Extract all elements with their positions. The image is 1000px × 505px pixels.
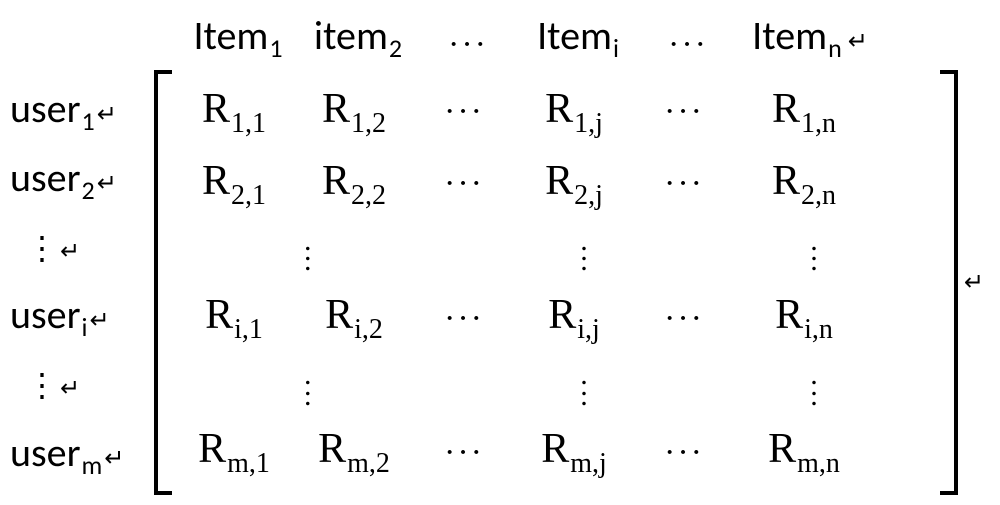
col-header-dots-1: ···	[418, 26, 518, 64]
matrix-figure: Item1 item2 ··· Itemi ··· Itemn ↵ user1↵…	[0, 0, 1000, 505]
col-header-n: Itemn ↵	[738, 11, 878, 64]
cell-2-1: R2,1	[174, 157, 294, 212]
row-header-2: user2↵	[10, 149, 152, 209]
col-header-dots-2: ···	[638, 26, 738, 64]
row-headers: user1↵ user2↵ ⋮↵ useri↵ ⋮↵ userm↵	[10, 70, 152, 495]
row-header-i: useri↵	[10, 287, 152, 347]
cell-1-j: R1,j	[514, 85, 634, 140]
cell-1-2: R1,2	[294, 85, 414, 140]
cell-m-2: Rm,2	[294, 425, 414, 480]
col-header-i: Itemi	[518, 11, 638, 64]
cell-m-j: Rm,j	[514, 425, 634, 480]
left-bracket	[152, 70, 174, 495]
matrix-grid: R1,1 R1,2 ··· R1,j ··· R1,n R2,1 R2,2 ··…	[174, 70, 938, 495]
cell-2-2: R2,2	[294, 157, 414, 212]
cell-i-2: Ri,2	[294, 291, 414, 346]
cell-m-d1: ···	[414, 434, 514, 472]
cell-m-d2: ···	[634, 434, 734, 472]
row-header-vdots-1: ⋮↵	[10, 218, 152, 278]
col-header-1: Item1	[178, 11, 298, 64]
cell-m-1: Rm,1	[174, 425, 294, 480]
matrix-row-m: Rm,1 Rm,2 ··· Rm,j ··· Rm,n	[174, 423, 938, 483]
right-bracket	[938, 70, 960, 495]
cell-1-1: R1,1	[174, 85, 294, 140]
column-headers: Item1 item2 ··· Itemi ··· Itemn ↵	[178, 10, 980, 70]
cell-2-n: R2,n	[734, 157, 874, 212]
cell-1-d1: ···	[414, 93, 514, 131]
matrix: R1,1 R1,2 ··· R1,j ··· R1,n R2,1 R2,2 ··…	[152, 70, 980, 495]
row-header-vdots-2: ⋮↵	[10, 356, 152, 416]
cell-i-n: Ri,n	[734, 291, 874, 346]
matrix-row-2: R2,1 R2,2 ··· R2,j ··· R2,n	[174, 154, 938, 214]
cell-i-1: Ri,1	[174, 291, 294, 346]
matrix-row-vdots-1: ... ... ...	[174, 226, 938, 276]
cell-1-d2: ···	[634, 93, 734, 131]
cell-2-j: R2,j	[514, 157, 634, 212]
cell-2-d1: ···	[414, 165, 514, 203]
matrix-row-i: Ri,1 Ri,2 ··· Ri,j ··· Ri,n	[174, 289, 938, 349]
row-header-m: userm↵	[10, 425, 152, 485]
matrix-row-vdots-2: ... ... ...	[174, 361, 938, 411]
col-header-2: item2	[298, 11, 418, 64]
cell-i-d2: ···	[634, 300, 734, 338]
matrix-body: user1↵ user2↵ ⋮↵ useri↵ ⋮↵ userm↵	[10, 70, 980, 495]
matrix-row-1: R1,1 R1,2 ··· R1,j ··· R1,n	[174, 82, 938, 142]
cell-1-n: R1,n	[734, 85, 874, 140]
cell-i-j: Ri,j	[514, 291, 634, 346]
cell-m-n: Rm,n	[734, 425, 874, 480]
cell-i-d1: ···	[414, 300, 514, 338]
row-header-1: user1↵	[10, 80, 152, 140]
cell-2-d2: ···	[634, 165, 734, 203]
trailing-carriage-icon: ↵	[960, 70, 980, 495]
